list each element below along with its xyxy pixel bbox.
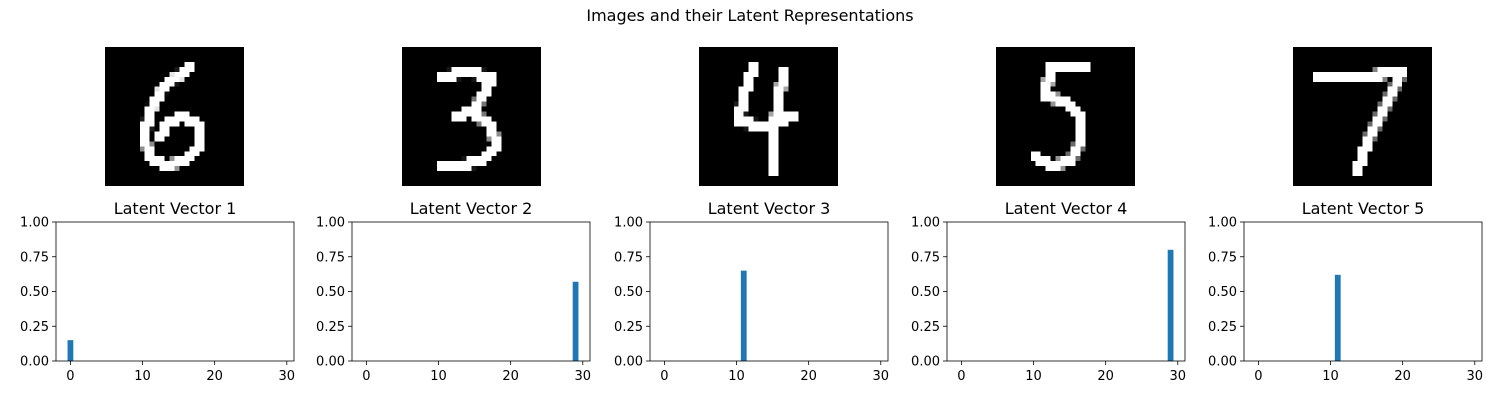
y-tick-label: 0.25 — [316, 320, 345, 335]
x-tick-label: 20 — [1394, 369, 1411, 384]
y-tick-label: 0.75 — [614, 250, 643, 265]
x-tick-label: 10 — [1025, 369, 1042, 384]
digit-image-3 — [402, 47, 541, 186]
x-tick-label: 30 — [873, 369, 890, 384]
x-tick-label: 10 — [728, 369, 745, 384]
bar — [1167, 249, 1174, 361]
x-tick-label: 20 — [1097, 369, 1114, 384]
digit-image-5 — [996, 47, 1135, 186]
figure-title: Images and their Latent Representations — [586, 6, 914, 25]
y-tick-label: 0.25 — [1208, 320, 1237, 335]
y-tick-label: 0.00 — [614, 355, 643, 370]
x-tick-label: 0 — [1254, 369, 1262, 384]
bar — [740, 270, 747, 361]
chart-title: Latent Vector 4 — [1005, 199, 1128, 218]
y-tick-label: 0.25 — [911, 320, 940, 335]
axes-frame — [946, 221, 1186, 362]
y-tick-label: 0.50 — [316, 285, 345, 300]
y-tick-label: 0.25 — [614, 320, 643, 335]
digit-image-4 — [699, 47, 838, 186]
latent-chart-4: Latent Vector 4 0.00 0.25 0.50 0.75 1.00 0 10 20… — [911, 199, 1186, 384]
latent-chart-3: Latent Vector 3 0.00 0.25 0.50 0.75 1.00 0 10 20… — [614, 199, 889, 384]
y-tick-label: 0.50 — [911, 285, 940, 300]
chart-title: Latent Vector 5 — [1302, 199, 1425, 218]
axes-frame — [351, 221, 591, 362]
y-tick-label: 1.00 — [911, 216, 940, 231]
y-tick-label: 0.00 — [1208, 355, 1237, 370]
chart-title: Latent Vector 1 — [114, 199, 237, 218]
axes-frame — [1243, 221, 1483, 362]
latent-chart-1: Latent Vector 1 0.00 0.25 0.50 0.75 1.00 0 10 20… — [20, 199, 295, 384]
x-tick-label: 30 — [575, 369, 592, 384]
y-tick-label: 0.75 — [20, 250, 49, 265]
bar — [67, 340, 74, 361]
axes-frame — [55, 221, 295, 362]
y-tick-label: 0.75 — [911, 250, 940, 265]
chart-title: Latent Vector 2 — [410, 199, 533, 218]
y-tick-label: 0.50 — [1208, 285, 1237, 300]
latent-chart-2: Latent Vector 2 0.00 0.25 0.50 0.75 1.00 0 10 20… — [316, 199, 591, 384]
x-tick-label: 10 — [430, 369, 447, 384]
x-tick-label: 0 — [957, 369, 965, 384]
y-tick-label: 0.75 — [1208, 250, 1237, 265]
x-tick-label: 20 — [502, 369, 519, 384]
x-tick-label: 30 — [1170, 369, 1187, 384]
y-tick-label: 1.00 — [614, 216, 643, 231]
y-tick-label: 0.00 — [316, 355, 345, 370]
x-tick-label: 30 — [1467, 369, 1484, 384]
y-tick-label: 0.50 — [20, 285, 49, 300]
y-tick-label: 0.00 — [20, 355, 49, 370]
x-tick-label: 10 — [134, 369, 151, 384]
y-tick-label: 1.00 — [1208, 216, 1237, 231]
x-tick-label: 0 — [660, 369, 668, 384]
y-tick-label: 1.00 — [20, 216, 49, 231]
digit-image-7 — [1293, 47, 1432, 186]
x-tick-label: 0 — [66, 369, 74, 384]
y-tick-label: 0.00 — [911, 355, 940, 370]
latent-chart-5: Latent Vector 5 0.00 0.25 0.50 0.75 1.00 0 10 20… — [1208, 199, 1483, 384]
y-tick-label: 0.75 — [316, 250, 345, 265]
x-tick-label: 10 — [1322, 369, 1339, 384]
x-tick-label: 0 — [362, 369, 370, 384]
chart-title: Latent Vector 3 — [708, 199, 831, 218]
x-tick-label: 20 — [800, 369, 817, 384]
y-tick-label: 0.50 — [614, 285, 643, 300]
x-tick-label: 20 — [206, 369, 223, 384]
y-tick-label: 1.00 — [316, 216, 345, 231]
bar — [572, 281, 579, 361]
digit-image-6 — [105, 47, 244, 186]
bar — [1334, 274, 1341, 361]
axes-frame — [649, 221, 889, 362]
x-tick-label: 30 — [279, 369, 296, 384]
y-tick-label: 0.25 — [20, 320, 49, 335]
